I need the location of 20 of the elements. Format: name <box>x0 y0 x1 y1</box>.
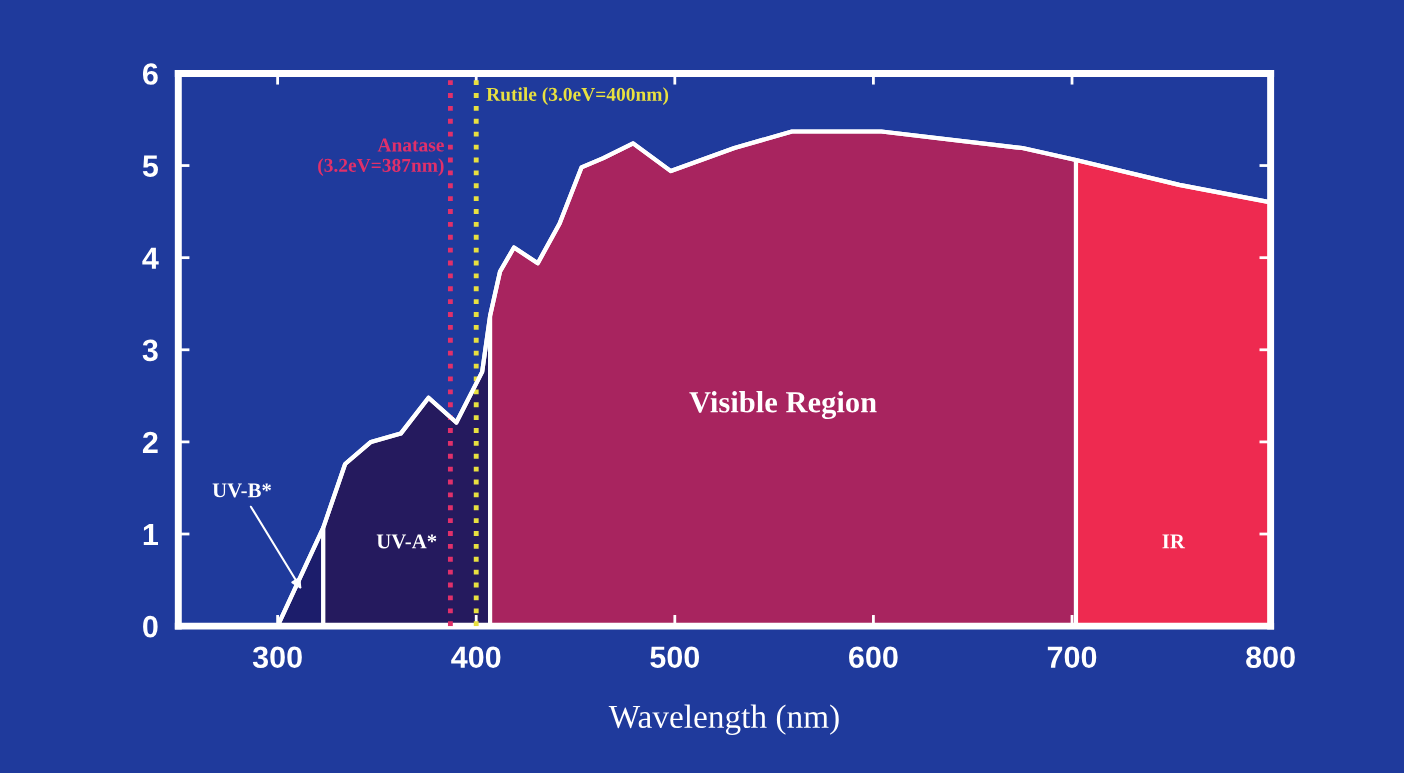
annotation: UV-A* <box>376 534 437 549</box>
y-tick-label: 2 <box>142 431 158 453</box>
y-tick-label: 5 <box>142 155 159 177</box>
x-axis-title: Wavelength (nm) <box>608 704 839 735</box>
y-tick-label: 4 <box>142 247 159 269</box>
y-tick-label: 3 <box>142 339 158 362</box>
x-tick-label: 800 <box>1246 646 1295 669</box>
annotation: UV-B* <box>212 483 272 498</box>
x-tick-label: 500 <box>650 646 700 669</box>
y-tick-label: 1 <box>143 524 159 546</box>
ref-line-label: Rutile (3.0eV=400nm) <box>486 87 669 105</box>
x-tick-label: 600 <box>849 646 898 669</box>
ref-line-label: Anatase (3.2eV=387nm) <box>318 138 444 176</box>
x-tick-label: 300 <box>252 646 302 669</box>
y-tick-label: 0 <box>143 615 158 638</box>
x-tick-label: 400 <box>451 646 501 669</box>
x-tick-label: 700 <box>1047 646 1097 669</box>
annotation: IR <box>1162 534 1186 549</box>
y-tick-label: 6 <box>142 63 158 85</box>
annotation: Visible Region <box>689 391 877 420</box>
